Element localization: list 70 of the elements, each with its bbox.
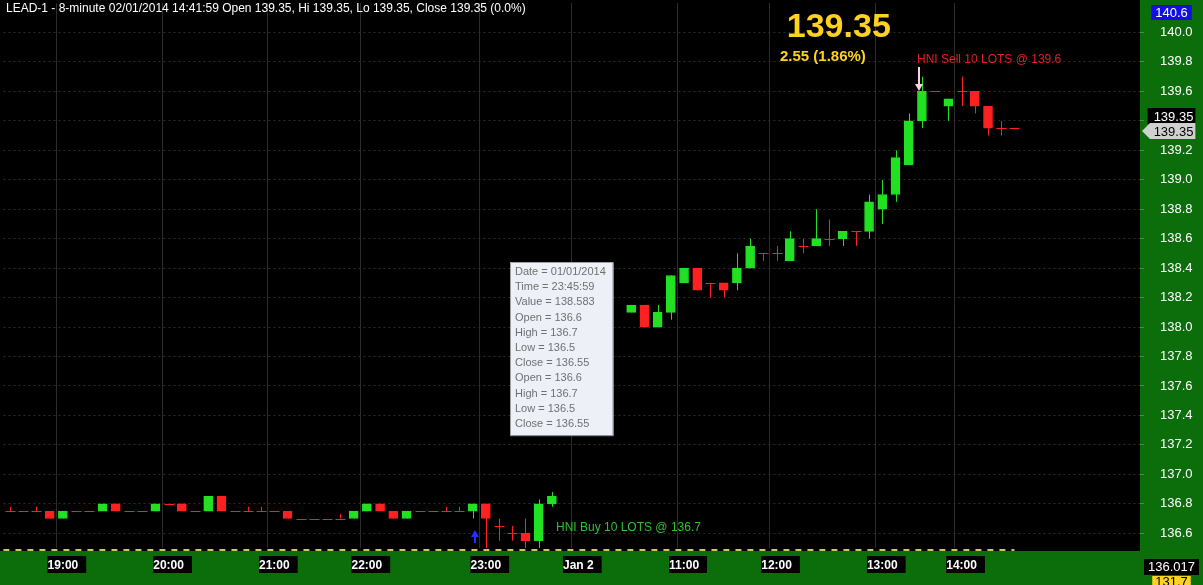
candlestick [256, 506, 267, 512]
x-tick-label: 20:00 [153, 557, 185, 572]
annotation: Low = 136.5 [515, 341, 576, 354]
y-tick-label: 137.0 [1160, 465, 1193, 481]
x-tick-label: 13:00 [866, 557, 898, 572]
y-tick-label: 138.8 [1160, 200, 1193, 216]
text: 139.35 [1153, 108, 1194, 124]
y-tick-label: 137.6 [1160, 377, 1193, 393]
y-tick-label: 138.4 [1160, 259, 1193, 275]
text: 136.017 [1148, 558, 1195, 574]
candlestick [784, 230, 795, 262]
annotation: High = 136.7 [515, 386, 578, 399]
y-tick-label: 138.0 [1160, 318, 1193, 334]
x-tick-label: 11:00 [669, 557, 700, 572]
annotation: Value = 138.583 [515, 295, 595, 308]
annotation: HNI Buy 10 LOTS @ 136.7 [556, 520, 702, 535]
candlestick [745, 238, 755, 269]
y-tick-label: 136.6 [1160, 524, 1193, 540]
annotation: 139.35 [786, 6, 891, 45]
y-tick-label: 137.8 [1160, 348, 1193, 364]
candlestick [732, 252, 742, 291]
y-tick-label: 137.2 [1160, 436, 1193, 452]
y-tick-label: 139.0 [1160, 171, 1193, 187]
x-tick-label: Jan 2 [562, 557, 594, 572]
y-tick-label: 137.4 [1160, 407, 1193, 423]
x-tick-label: 23:00 [470, 557, 502, 572]
annotation: High = 136.7 [515, 325, 578, 338]
annotation: Close = 136.55 [515, 417, 590, 430]
y-tick-label: 138.6 [1160, 230, 1193, 246]
x-tick-label: 22:00 [351, 557, 383, 572]
chart-title: LEAD-1 - 8-minute 02/01/2014 14:41:59 Open 139.35, Hi 139.35, Lo 139.35, Close 139.35 (0.0%) [6, 1, 526, 16]
annotation: Time = 23:45:59 [515, 280, 595, 293]
y-tick-label: 139.8 [1160, 53, 1193, 69]
annotation: 2.55 (1.86%) [779, 47, 866, 65]
text: 139.35 [1153, 123, 1194, 139]
y-tick-label: 140.0 [1160, 24, 1193, 40]
annotation: Open = 136.6 [515, 371, 582, 384]
x-tick-label: 19:00 [47, 557, 79, 572]
y-tick-label: 138.2 [1160, 289, 1193, 305]
candlestick [851, 230, 862, 247]
candlestick [520, 518, 531, 549]
candlestick [983, 105, 993, 137]
candlestick [811, 208, 822, 247]
candlestick [454, 506, 465, 512]
candlestick [705, 282, 716, 299]
text: 140.6 [1155, 4, 1188, 20]
x-tick-label: 14:00 [946, 557, 978, 572]
y-tick-label: 139.6 [1160, 82, 1193, 98]
candlestick [758, 252, 769, 262]
candlestick [824, 219, 835, 247]
annotation: Open = 136.6 [515, 310, 582, 323]
y-tick-label: 136.8 [1160, 495, 1193, 511]
candlestick [243, 506, 254, 512]
candlestick [996, 120, 1007, 137]
text: 131.7 [1155, 573, 1188, 585]
candlestick [31, 506, 42, 512]
candlestick [494, 518, 505, 542]
candlestick [957, 76, 968, 107]
x-tick-label: 21:00 [258, 557, 291, 572]
candlestick [772, 245, 783, 262]
candlestick [5, 506, 16, 512]
candlestick [507, 525, 518, 542]
candlestick [441, 506, 452, 512]
annotation: Low = 136.5 [515, 401, 576, 414]
annotation: HNI Sell 10 LOTS @ 139.6 [917, 52, 1062, 67]
annotation: Close = 136.55 [515, 356, 590, 369]
y-tick-label: 139.2 [1160, 141, 1193, 157]
annotation: Date = 01/01/2014 [515, 265, 606, 278]
candlestick [335, 513, 346, 520]
x-tick-label: 12:00 [761, 557, 793, 572]
